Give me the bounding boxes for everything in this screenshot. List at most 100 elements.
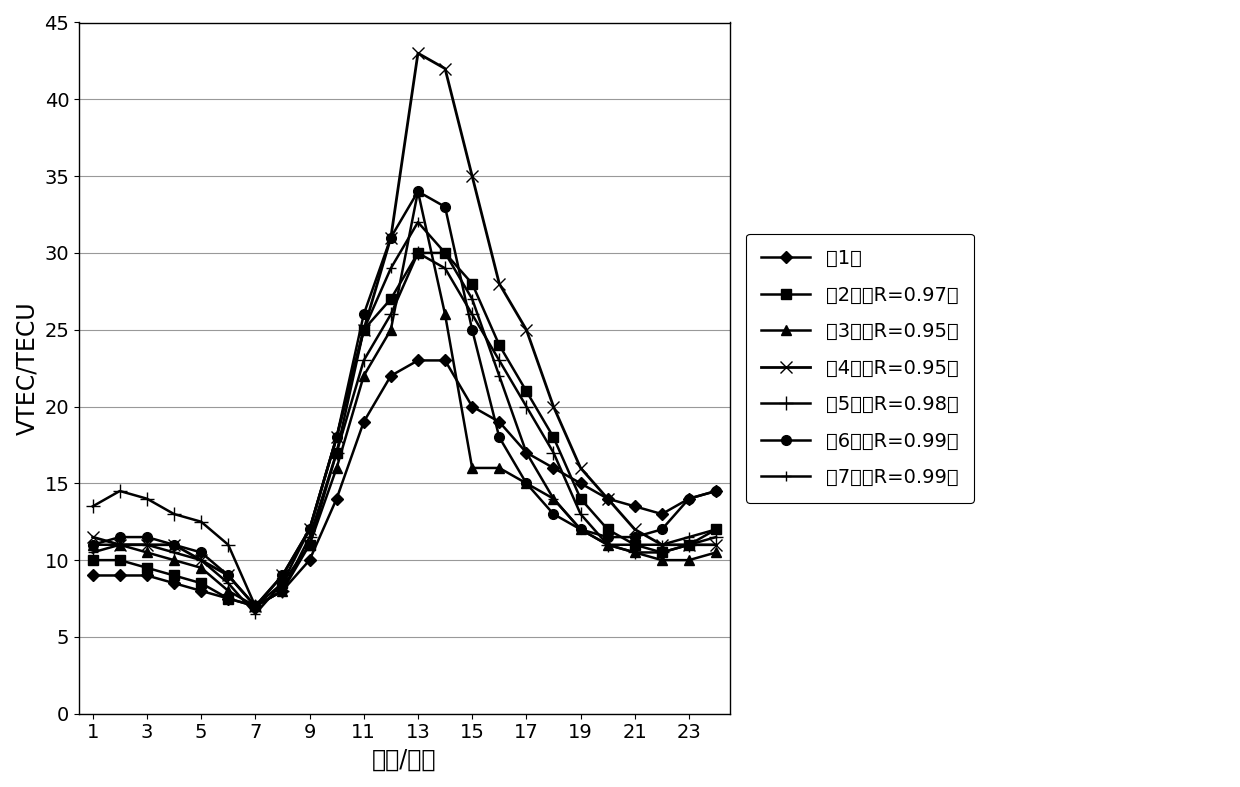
療2天（R=0.97）: [139, 563, 154, 572]
療4天（R=0.95）: [600, 494, 615, 504]
療5天（R=0.98）: [518, 402, 533, 412]
療6天（R=0.99）: [573, 525, 588, 534]
療1天: [221, 594, 236, 604]
療6天（R=0.99）: [708, 486, 723, 496]
療3天（R=0.95）: [166, 556, 181, 565]
療3天（R=0.95）: [221, 586, 236, 596]
療7天（R=0.99）: [546, 494, 560, 504]
療2天（R=0.97）: [627, 540, 642, 549]
療2天（R=0.97）: [86, 556, 100, 565]
療4天（R=0.95）: [410, 49, 425, 58]
療3天（R=0.95）: [410, 187, 425, 196]
療5天（R=0.98）: [275, 586, 290, 596]
療4天（R=0.95）: [655, 540, 670, 549]
療5天（R=0.98）: [492, 356, 507, 365]
療6天（R=0.99）: [329, 433, 343, 442]
療1天: [655, 509, 670, 519]
療7天（R=0.99）: [221, 578, 236, 588]
療5天（R=0.98）: [329, 448, 343, 457]
療2天（R=0.97）: [682, 540, 697, 549]
療1天: [248, 601, 263, 611]
療2天（R=0.97）: [518, 386, 533, 396]
療2天（R=0.97）: [546, 433, 560, 442]
療6天（R=0.99）: [139, 532, 154, 541]
療3天（R=0.95）: [275, 586, 290, 596]
療6天（R=0.99）: [438, 202, 453, 212]
療5天（R=0.98）: [410, 248, 425, 257]
療1天: [492, 417, 507, 427]
療1天: [166, 578, 181, 588]
療7天（R=0.99）: [166, 548, 181, 557]
療4天（R=0.95）: [139, 540, 154, 549]
療1天: [303, 556, 317, 565]
療7天（R=0.99）: [383, 264, 398, 273]
療1天: [627, 501, 642, 511]
療5天（R=0.98）: [573, 509, 588, 519]
療5天（R=0.98）: [627, 548, 642, 557]
療1天: [518, 448, 533, 457]
Line: 療1天: 療1天: [88, 357, 720, 611]
Line: 療2天（R=0.97）: 療2天（R=0.97）: [88, 248, 720, 611]
療3天（R=0.95）: [86, 540, 100, 549]
療3天（R=0.95）: [356, 371, 371, 380]
療2天（R=0.97）: [600, 525, 615, 534]
療5天（R=0.98）: [86, 501, 100, 511]
療7天（R=0.99）: [708, 525, 723, 534]
療4天（R=0.95）: [113, 540, 128, 549]
療5天（R=0.98）: [356, 356, 371, 365]
療7天（R=0.99）: [329, 433, 343, 442]
療2天（R=0.97）: [221, 594, 236, 604]
X-axis label: 时刻/小时: 时刻/小时: [372, 748, 436, 772]
療2天（R=0.97）: [410, 248, 425, 257]
療4天（R=0.95）: [193, 556, 208, 565]
療6天（R=0.99）: [383, 233, 398, 242]
療4天（R=0.95）: [356, 325, 371, 334]
療1天: [410, 356, 425, 365]
療3天（R=0.95）: [383, 325, 398, 334]
療6天（R=0.99）: [356, 309, 371, 319]
療7天（R=0.99）: [438, 248, 453, 257]
療3天（R=0.95）: [682, 556, 697, 565]
療7天（R=0.99）: [139, 540, 154, 549]
療2天（R=0.97）: [356, 325, 371, 334]
療6天（R=0.99）: [682, 494, 697, 504]
療4天（R=0.95）: [627, 525, 642, 534]
療7天（R=0.99）: [410, 217, 425, 227]
療1天: [546, 464, 560, 473]
療2天（R=0.97）: [573, 494, 588, 504]
療7天（R=0.99）: [492, 371, 507, 380]
Line: 療3天（R=0.95）: 療3天（R=0.95）: [88, 187, 720, 611]
療6天（R=0.99）: [275, 571, 290, 580]
療4天（R=0.95）: [303, 525, 317, 534]
療5天（R=0.98）: [708, 532, 723, 541]
Line: 療5天（R=0.98）: 療5天（R=0.98）: [86, 246, 723, 613]
療1天: [383, 371, 398, 380]
療5天（R=0.98）: [655, 548, 670, 557]
療3天（R=0.95）: [193, 563, 208, 572]
療3天（R=0.95）: [139, 548, 154, 557]
療4天（R=0.95）: [518, 325, 533, 334]
療6天（R=0.99）: [465, 325, 480, 334]
療6天（R=0.99）: [627, 532, 642, 541]
療5天（R=0.98）: [383, 309, 398, 319]
療2天（R=0.97）: [383, 294, 398, 304]
療3天（R=0.95）: [600, 540, 615, 549]
療4天（R=0.95）: [438, 64, 453, 73]
療2天（R=0.97）: [275, 578, 290, 588]
療2天（R=0.97）: [465, 279, 480, 288]
療2天（R=0.97）: [708, 525, 723, 534]
療6天（R=0.99）: [248, 601, 263, 611]
療4天（R=0.95）: [492, 279, 507, 288]
療4天（R=0.95）: [708, 540, 723, 549]
療5天（R=0.98）: [139, 494, 154, 504]
療1天: [275, 586, 290, 596]
療6天（R=0.99）: [166, 540, 181, 549]
療2天（R=0.97）: [655, 548, 670, 557]
療2天（R=0.97）: [248, 601, 263, 611]
療1天: [113, 571, 128, 580]
療6天（R=0.99）: [303, 525, 317, 534]
療7天（R=0.99）: [303, 525, 317, 534]
療7天（R=0.99）: [465, 294, 480, 304]
療1天: [329, 494, 343, 504]
療5天（R=0.98）: [682, 540, 697, 549]
